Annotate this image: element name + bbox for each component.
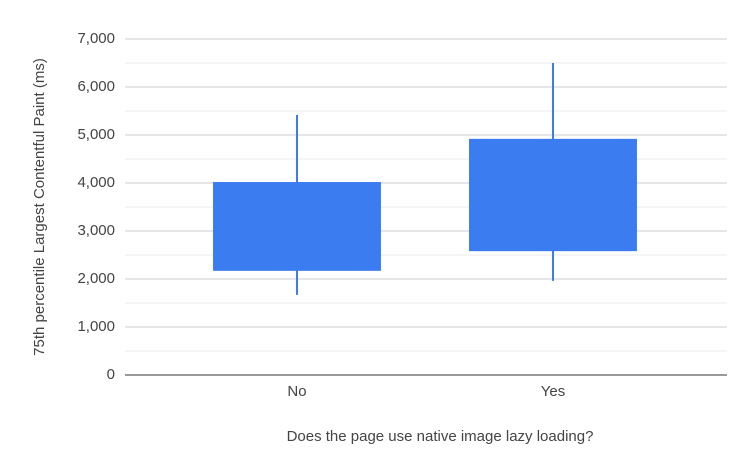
x-tick-label: No [287,383,306,400]
y-tick-label: 7,000 [77,30,115,47]
y-tick-label: 6,000 [77,78,115,95]
y-tick-label: 3,000 [77,222,115,239]
y-tick-label: 1,000 [77,318,115,335]
y-tick-label: 2,000 [77,270,115,287]
y-tick-label: 4,000 [77,174,115,191]
box [213,182,381,271]
x-tick-label: Yes [541,383,565,400]
box [469,138,637,252]
y-tick-label: 5,000 [77,126,115,143]
y-axis-title: 75th percentile Largest Contentful Paint… [31,58,48,356]
x-axis-title: Does the page use native image lazy load… [287,428,594,445]
y-tick-label: 0 [107,366,115,383]
